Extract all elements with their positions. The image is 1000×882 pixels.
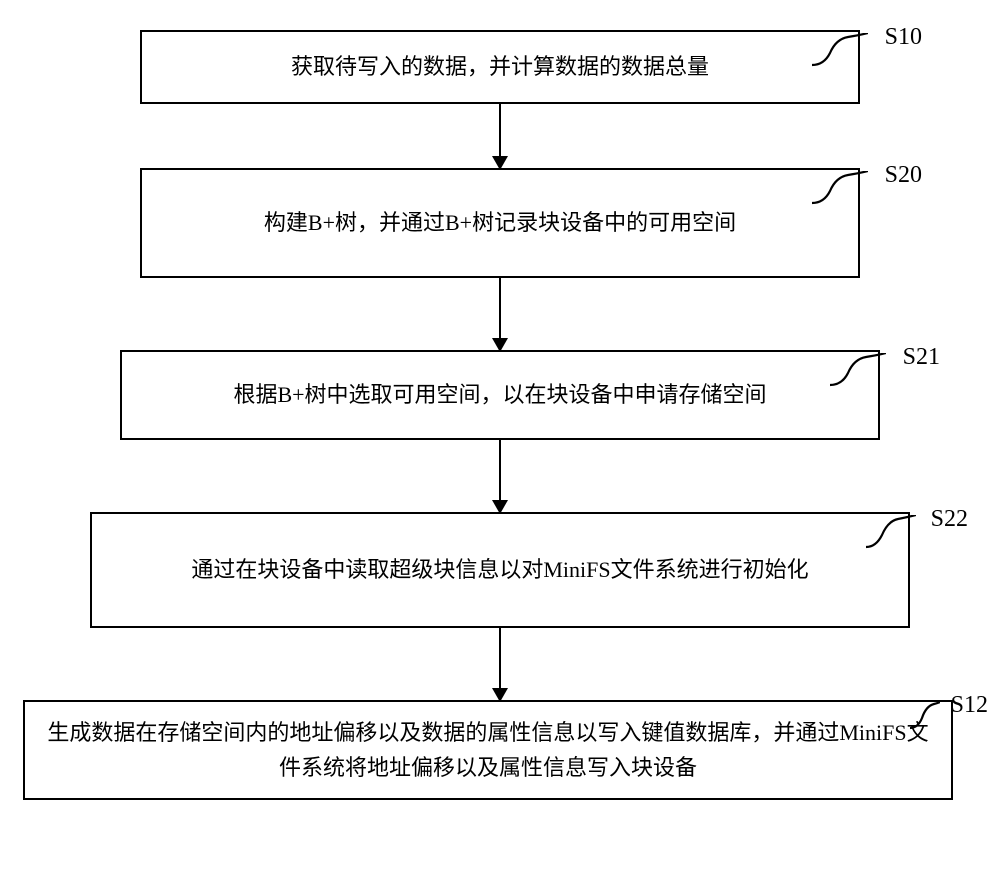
flow-box-text: 获取待写入的数据，并计算数据的数据总量 xyxy=(291,49,709,84)
flowchart: 获取待写入的数据，并计算数据的数据总量 S10 构建B+树，并通过B+树记录块设… xyxy=(30,30,970,800)
flow-box: 获取待写入的数据，并计算数据的数据总量 xyxy=(140,30,860,104)
flow-box: 通过在块设备中读取超级块信息以对MiniFS文件系统进行初始化 xyxy=(90,512,910,628)
flow-box-text: 通过在块设备中读取超级块信息以对MiniFS文件系统进行初始化 xyxy=(191,552,808,587)
flow-label: S20 xyxy=(885,162,922,189)
flow-label: S22 xyxy=(931,506,968,533)
flow-box-text: 根据B+树中选取可用空间，以在块设备中申请存储空间 xyxy=(233,377,766,412)
flow-node-s10: 获取待写入的数据，并计算数据的数据总量 S10 xyxy=(30,30,970,104)
flow-label: S10 xyxy=(885,24,922,51)
flow-box-text: 生成数据在存储空间内的地址偏移以及数据的属性信息以写入键值数据库，并通过Mini… xyxy=(45,715,931,785)
flow-arrow xyxy=(499,628,501,700)
flow-label: S12 xyxy=(951,692,988,719)
flow-label: S21 xyxy=(903,344,940,371)
flow-box: 构建B+树，并通过B+树记录块设备中的可用空间 xyxy=(140,168,860,278)
flow-node-s22: 通过在块设备中读取超级块信息以对MiniFS文件系统进行初始化 S22 xyxy=(30,512,970,628)
flow-node-s20: 构建B+树，并通过B+树记录块设备中的可用空间 S20 xyxy=(30,168,970,278)
flow-node-s12: 生成数据在存储空间内的地址偏移以及数据的属性信息以写入键值数据库，并通过Mini… xyxy=(30,700,970,800)
flow-box: 生成数据在存储空间内的地址偏移以及数据的属性信息以写入键值数据库，并通过Mini… xyxy=(23,700,953,800)
flow-arrow xyxy=(499,278,501,350)
flow-arrow xyxy=(499,104,501,168)
flow-box-text: 构建B+树，并通过B+树记录块设备中的可用空间 xyxy=(264,205,736,240)
flow-box: 根据B+树中选取可用空间，以在块设备中申请存储空间 xyxy=(120,350,880,440)
flow-arrow xyxy=(499,440,501,512)
flow-node-s21: 根据B+树中选取可用空间，以在块设备中申请存储空间 S21 xyxy=(30,350,970,440)
